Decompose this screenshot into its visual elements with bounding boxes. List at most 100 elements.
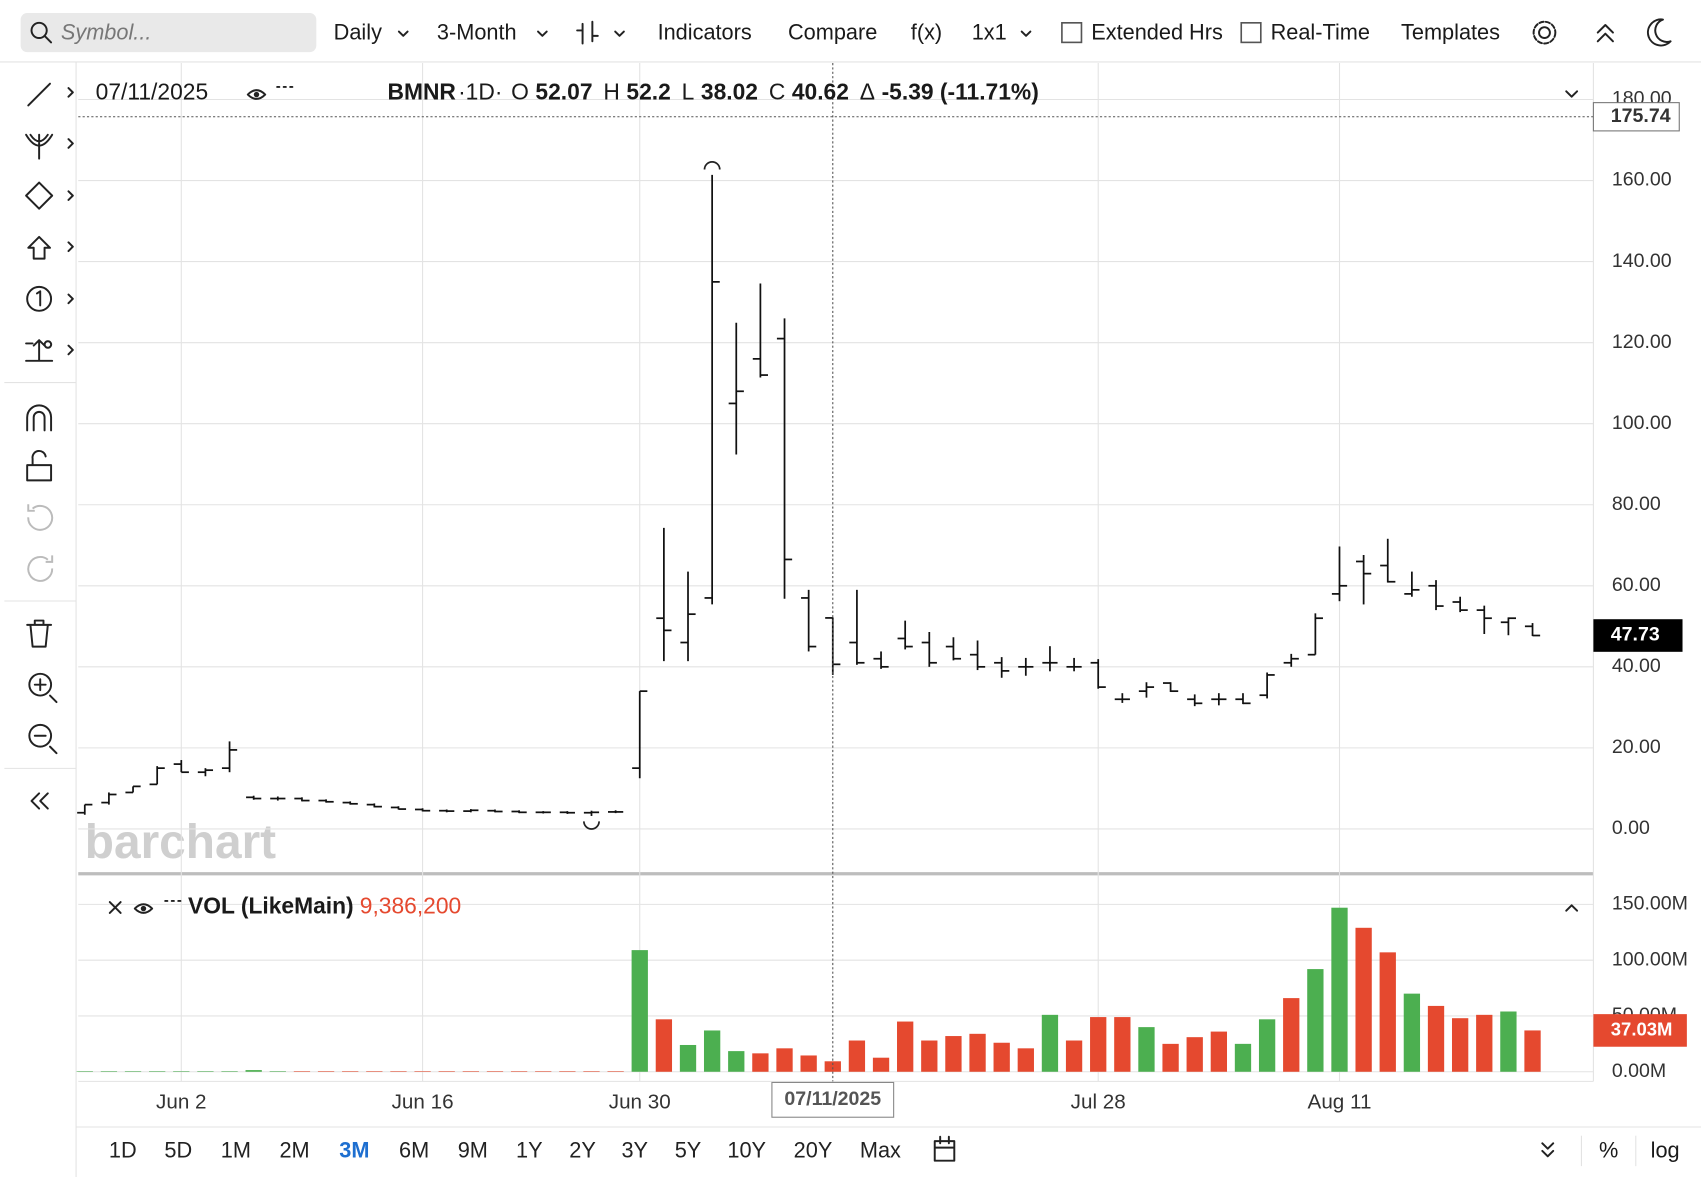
volume-bar <box>221 1071 238 1072</box>
range-button[interactable]: 5Y <box>675 1138 702 1163</box>
log-button[interactable]: log <box>1651 1138 1680 1163</box>
volume-bar <box>607 1071 624 1072</box>
range-button[interactable]: 5D <box>164 1138 192 1163</box>
range-button[interactable]: 10Y <box>727 1138 766 1163</box>
range-button[interactable]: 20Y <box>794 1138 833 1163</box>
calendar-icon[interactable] <box>933 1135 956 1162</box>
volume-bar <box>1476 1014 1493 1072</box>
pane-menu[interactable] <box>1565 90 1579 98</box>
volume-bar <box>583 1071 600 1072</box>
legend-high: 52.2 <box>626 78 670 104</box>
volume-bar <box>1355 927 1372 1072</box>
line-tool[interactable] <box>27 82 51 107</box>
volume-bar <box>1379 952 1396 1072</box>
search-placeholder[interactable]: Symbol... <box>61 19 152 44</box>
measure-tool[interactable] <box>25 339 54 362</box>
zoom-in[interactable] <box>33 678 58 704</box>
visibility-icon[interactable] <box>133 903 154 914</box>
legend-date: 07/11/2025 <box>96 78 208 104</box>
redo[interactable] <box>27 555 54 582</box>
chevron <box>614 30 625 37</box>
chevron <box>1020 30 1032 37</box>
fib-tool[interactable] <box>25 133 54 160</box>
high-marker <box>703 161 721 170</box>
zoom-out[interactable] <box>33 734 58 755</box>
range-button[interactable]: 2Y <box>569 1138 596 1163</box>
layout-menu[interactable]: 1x1 <box>972 19 1007 44</box>
checkbox-label[interactable]: Extended Hrs <box>1091 19 1223 44</box>
legend-symbol: BMNR <box>387 78 455 104</box>
volume-bar <box>438 1071 455 1072</box>
checkbox-label[interactable]: Real-Time <box>1271 19 1370 44</box>
note-tool[interactable] <box>26 285 53 312</box>
y-tick-label: 0.00 <box>1612 817 1650 839</box>
volume-bar <box>1114 1017 1131 1072</box>
volume-bar <box>366 1071 383 1072</box>
volume-bar <box>1041 1014 1059 1072</box>
fx-button[interactable]: f(x) <box>911 19 942 44</box>
legend-close: 40.62 <box>792 78 849 104</box>
interval-menu[interactable]: Daily <box>334 19 382 44</box>
volume-bar <box>728 1051 745 1072</box>
volume-bar <box>824 1061 841 1072</box>
search-box[interactable] <box>20 13 317 53</box>
legend-low: 38.02 <box>701 78 758 104</box>
range-button[interactable]: 1M <box>221 1138 251 1163</box>
collapse-icon[interactable] <box>1596 24 1614 43</box>
collapse-sidebar[interactable] <box>30 792 49 810</box>
volume-bar <box>1331 907 1348 1072</box>
range-button[interactable]: 9M <box>458 1138 488 1163</box>
volume-bar <box>76 1071 93 1072</box>
x-tick-label: Aug 11 <box>1308 1091 1372 1114</box>
y-tick-label: 20.00 <box>1612 736 1661 758</box>
range-button[interactable]: 2M <box>279 1138 309 1163</box>
search-icon <box>43 34 53 44</box>
legend-field: L <box>682 78 695 104</box>
compare-button[interactable]: Compare <box>788 19 877 44</box>
arrow-tool[interactable] <box>27 235 51 260</box>
zoom-in[interactable] <box>28 672 53 697</box>
bar-type-icon[interactable] <box>576 20 599 45</box>
percent-button[interactable]: % <box>1599 1138 1618 1163</box>
range-button[interactable]: 1D <box>109 1138 137 1163</box>
volume-bar <box>100 1071 118 1072</box>
volume-bar <box>462 1071 479 1072</box>
legend-field: Δ <box>860 78 875 104</box>
range-button[interactable]: 3Y <box>621 1138 648 1163</box>
range-button[interactable]: 1Y <box>516 1138 543 1163</box>
range-button[interactable]: Max <box>860 1138 901 1163</box>
legend-field: H <box>603 78 619 104</box>
close-study[interactable] <box>108 901 122 914</box>
volume-bar <box>679 1044 697 1072</box>
range-button[interactable]: 3M <box>339 1138 369 1163</box>
shape-tool[interactable] <box>25 181 54 210</box>
checkbox[interactable] <box>1061 22 1083 44</box>
plot: Jun 2 Jun 16 Jun 30 Jul 28 Aug 11 0.00 20.00 40… <box>76 63 1688 1118</box>
settings-icon[interactable] <box>1538 26 1551 40</box>
y-tick-label: 120.00 <box>1612 331 1672 353</box>
indicators-button[interactable]: Indicators <box>658 19 752 44</box>
undo[interactable] <box>27 504 54 531</box>
period-menu[interactable]: 3-Month <box>437 19 517 44</box>
lock-tool[interactable] <box>26 450 53 482</box>
last-volume-label: 37.03M <box>1611 1018 1673 1039</box>
delete-tool[interactable] <box>26 619 53 648</box>
visibility-icon[interactable] <box>246 89 267 100</box>
crosshair-date-label: 07/11/2025 <box>784 1088 881 1110</box>
checkbox[interactable] <box>1240 22 1262 44</box>
range-button[interactable]: 6M <box>399 1138 429 1163</box>
zoom-out[interactable] <box>28 723 53 748</box>
theme-icon[interactable] <box>1647 18 1672 47</box>
magnet-tool[interactable] <box>26 404 53 432</box>
expand-icon[interactable] <box>1541 1142 1555 1158</box>
volume-bar <box>921 1040 938 1072</box>
volume-bar <box>535 1071 552 1072</box>
visibility-icon[interactable] <box>253 91 260 98</box>
pane-menu[interactable] <box>1565 904 1579 912</box>
note-tool[interactable] <box>35 290 42 307</box>
volume-bar <box>872 1057 890 1072</box>
settings-icon[interactable] <box>1532 20 1557 45</box>
templates-button[interactable]: Templates <box>1401 19 1500 44</box>
visibility-icon[interactable] <box>140 905 147 912</box>
